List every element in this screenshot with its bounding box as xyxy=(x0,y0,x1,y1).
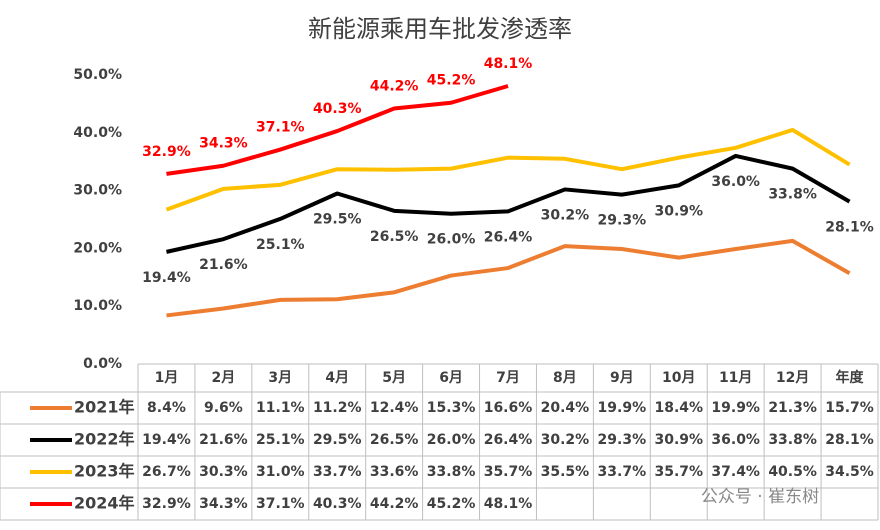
data-label: 36.0% xyxy=(711,174,760,190)
table-cell: 33.7% xyxy=(313,464,362,480)
table-cell: 29.3% xyxy=(598,432,647,448)
table-cell: 44.2% xyxy=(370,496,419,512)
table-cell: 33.8% xyxy=(427,464,476,480)
table-cell: 16.6% xyxy=(484,400,533,416)
x-tick-label: 5月 xyxy=(382,370,406,386)
x-tick-label: 8月 xyxy=(553,370,577,386)
table-cell: 30.9% xyxy=(654,432,703,448)
data-label: 44.2% xyxy=(370,79,419,95)
table-cell: 45.2% xyxy=(427,496,476,512)
x-tick-label: 2月 xyxy=(212,370,236,386)
table-cell: 21.3% xyxy=(768,400,817,416)
table-cell: 19.9% xyxy=(711,400,760,416)
watermark: 公众号 · 崔东树 xyxy=(701,487,819,507)
table-cell: 36.0% xyxy=(711,432,760,448)
table-cell: 35.7% xyxy=(484,464,533,480)
data-label: 30.2% xyxy=(541,207,590,223)
data-label: 48.1% xyxy=(484,56,533,72)
table-cell: 19.9% xyxy=(598,400,647,416)
y-tick-label: 10.0% xyxy=(73,298,122,314)
chart-title: 新能源乘用车批发渗透率 xyxy=(308,15,572,43)
legend-label: 2021年 xyxy=(74,398,135,417)
table-cell: 28.1% xyxy=(825,432,874,448)
legend-label: 2023年 xyxy=(74,462,135,481)
table-cell: 9.6% xyxy=(204,400,243,416)
y-tick-label: 40.0% xyxy=(73,125,122,141)
table-cell: 37.1% xyxy=(256,496,305,512)
table-cell: 21.6% xyxy=(199,432,248,448)
legend-label: 2024年 xyxy=(74,494,135,513)
table-cell: 18.4% xyxy=(654,400,703,416)
data-label: 30.9% xyxy=(654,203,703,219)
x-tick-label: 9月 xyxy=(610,370,634,386)
data-label: 29.3% xyxy=(598,213,647,229)
data-label: 28.1% xyxy=(825,220,874,236)
data-label: 29.5% xyxy=(313,211,362,227)
table-cell: 33.6% xyxy=(370,464,419,480)
table-cell: 20.4% xyxy=(541,400,590,416)
data-label: 19.4% xyxy=(142,270,191,286)
x-tick-label: 1月 xyxy=(155,370,179,386)
table-cell: 30.3% xyxy=(199,464,248,480)
table-cell: 33.8% xyxy=(768,432,817,448)
table-cell: 32.9% xyxy=(142,496,191,512)
table-cell: 31.0% xyxy=(256,464,305,480)
table-cell: 15.3% xyxy=(427,400,476,416)
table-cell: 37.4% xyxy=(711,464,760,480)
data-label: 25.1% xyxy=(256,237,305,253)
y-tick-label: 0.0% xyxy=(83,356,122,372)
x-tick-label: 3月 xyxy=(268,370,292,386)
table-cell: 34.5% xyxy=(825,464,874,480)
table-cell: 26.5% xyxy=(370,432,419,448)
table-cell: 11.1% xyxy=(256,400,305,416)
table-cell: 40.5% xyxy=(768,464,817,480)
x-tick-label: 12月 xyxy=(776,370,809,386)
data-label: 45.2% xyxy=(427,73,476,89)
x-tick-label: 年度 xyxy=(836,369,865,386)
data-label: 37.1% xyxy=(256,120,305,136)
table-cell: 29.5% xyxy=(313,432,362,448)
data-label: 33.8% xyxy=(768,187,817,203)
legend-label: 2022年 xyxy=(74,430,135,449)
x-tick-label: 4月 xyxy=(325,370,349,386)
series-line xyxy=(166,153,851,254)
x-tick-label: 7月 xyxy=(496,370,520,386)
table-cell: 35.5% xyxy=(541,464,590,480)
x-tick-label: 10月 xyxy=(662,370,695,386)
table-cell: 26.4% xyxy=(484,432,533,448)
data-label: 21.6% xyxy=(199,257,248,273)
table-cell: 34.3% xyxy=(199,496,248,512)
table-cell: 25.1% xyxy=(256,432,305,448)
table-cell: 12.4% xyxy=(370,400,419,416)
table-cell: 15.7% xyxy=(825,400,874,416)
x-tick-label: 6月 xyxy=(439,370,463,386)
y-tick-label: 30.0% xyxy=(73,183,122,199)
table-cell: 26.0% xyxy=(427,432,476,448)
table-cell: 48.1% xyxy=(484,496,533,512)
table-cell: 33.7% xyxy=(598,464,647,480)
y-tick-label: 20.0% xyxy=(73,240,122,256)
table-cell: 11.2% xyxy=(313,400,362,416)
table-cell: 8.4% xyxy=(147,400,186,416)
data-label: 34.3% xyxy=(199,136,248,152)
data-label: 26.5% xyxy=(370,229,419,245)
series-line xyxy=(166,84,509,176)
table-cell: 30.2% xyxy=(541,432,590,448)
data-label: 40.3% xyxy=(313,101,362,117)
data-label: 26.4% xyxy=(484,229,533,245)
series-line xyxy=(165,127,851,212)
table-cell: 26.7% xyxy=(142,464,191,480)
table-cell: 19.4% xyxy=(142,432,191,448)
data-label: 26.0% xyxy=(427,232,476,248)
data-label: 32.9% xyxy=(142,144,191,160)
series-line xyxy=(166,238,851,318)
table-cell: 35.7% xyxy=(654,464,703,480)
x-tick-label: 11月 xyxy=(719,370,752,386)
table-cell: 40.3% xyxy=(313,496,362,512)
y-tick-label: 50.0% xyxy=(73,67,122,83)
